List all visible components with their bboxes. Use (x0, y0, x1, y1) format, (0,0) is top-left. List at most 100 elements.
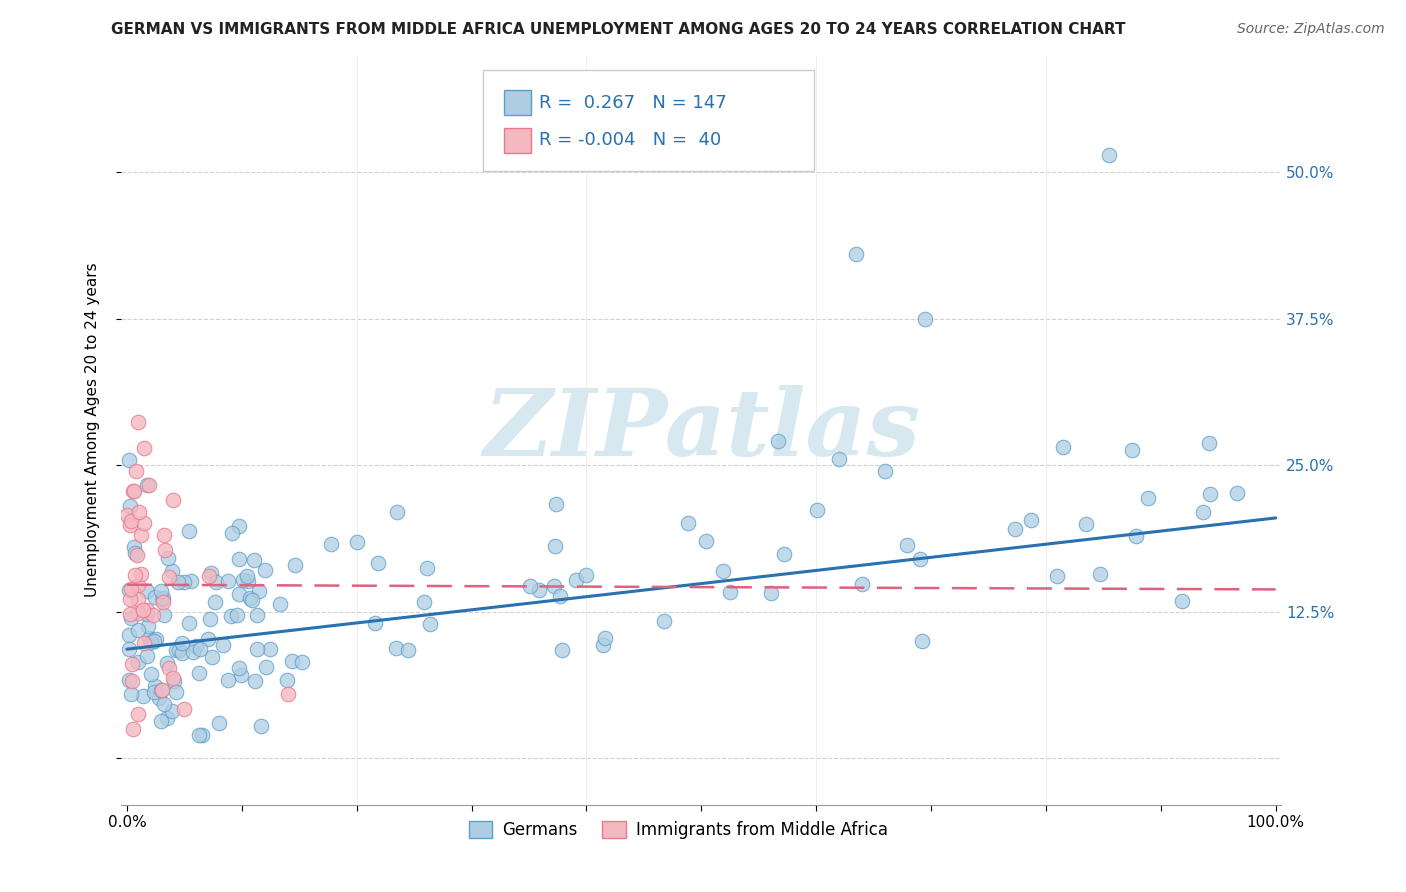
Point (153, 697, 176, 711)
Point (160, 565, 183, 579)
Point (157, 570, 180, 584)
Point (167, 643, 190, 657)
Point (121, 722, 143, 736)
Point (1198, 487, 1220, 501)
Point (141, 634, 163, 648)
Point (162, 493, 184, 508)
Point (152, 595, 174, 609)
Point (179, 616, 201, 631)
Point (284, 558, 307, 573)
Point (593, 631, 616, 645)
Point (551, 642, 574, 657)
Point (346, 535, 368, 549)
Point (150, 714, 173, 728)
Point (157, 661, 180, 675)
Point (127, 578, 149, 592)
Point (527, 583, 550, 598)
Point (118, 592, 141, 607)
Point (156, 711, 179, 725)
Point (250, 719, 273, 733)
Point (181, 645, 204, 659)
Point (1046, 569, 1069, 583)
Point (125, 464, 148, 478)
Point (678, 516, 700, 530)
Point (1171, 594, 1194, 608)
Point (246, 607, 269, 622)
Point (277, 687, 299, 701)
Point (121, 483, 143, 498)
Point (1019, 513, 1042, 527)
Point (198, 569, 221, 583)
Point (166, 574, 188, 589)
Point (290, 655, 312, 669)
Point (191, 728, 214, 742)
Point (129, 528, 152, 542)
Point (254, 659, 277, 673)
Point (1192, 505, 1215, 519)
Point (121, 657, 143, 672)
Point (132, 603, 155, 617)
Point (150, 682, 173, 697)
Point (1004, 522, 1026, 536)
Point (138, 478, 160, 492)
Point (413, 595, 436, 609)
Point (1121, 442, 1143, 457)
Point (1090, 567, 1112, 582)
Point (172, 636, 194, 650)
Point (396, 642, 419, 657)
Bar (503, 90, 530, 115)
Point (125, 548, 148, 562)
Point (120, 582, 142, 597)
Point (276, 673, 298, 687)
Point (519, 579, 541, 593)
Point (1136, 491, 1159, 505)
Point (152, 591, 174, 605)
Point (385, 505, 408, 519)
Point (416, 561, 439, 575)
Point (143, 590, 166, 604)
Point (711, 564, 734, 578)
Point (148, 691, 170, 706)
Point (806, 503, 828, 517)
Point (136, 619, 159, 633)
Point (200, 566, 222, 580)
Text: R = -0.004   N =  40: R = -0.004 N = 40 (538, 131, 721, 149)
Point (118, 452, 141, 467)
Point (231, 573, 253, 587)
Point (127, 592, 149, 607)
Point (1198, 436, 1220, 450)
Point (364, 616, 387, 631)
Point (118, 628, 141, 642)
Point (170, 646, 193, 660)
Point (718, 584, 741, 599)
Point (120, 514, 142, 528)
Point (1226, 486, 1249, 500)
Point (142, 607, 165, 622)
Point (120, 611, 142, 625)
Point (150, 591, 173, 606)
Point (187, 666, 209, 681)
Point (1074, 517, 1097, 532)
Point (127, 623, 149, 637)
Point (385, 640, 408, 655)
Point (136, 583, 159, 598)
Point (145, 632, 167, 646)
Point (914, 311, 936, 326)
Point (592, 638, 614, 652)
Point (1052, 440, 1074, 454)
Point (143, 679, 166, 693)
Point (197, 632, 219, 646)
Point (135, 607, 157, 621)
Point (221, 526, 243, 541)
Point (129, 567, 152, 582)
Point (150, 683, 173, 698)
Point (212, 639, 235, 653)
Point (208, 716, 231, 731)
Text: GERMAN VS IMMIGRANTS FROM MIDDLE AFRICA UNEMPLOYMENT AMONG AGES 20 TO 24 YEARS C: GERMAN VS IMMIGRANTS FROM MIDDLE AFRICA … (111, 22, 1126, 37)
Point (132, 441, 155, 455)
Point (761, 586, 783, 600)
Point (851, 576, 873, 591)
Point (128, 505, 150, 519)
Point (198, 612, 221, 626)
Point (229, 668, 252, 682)
